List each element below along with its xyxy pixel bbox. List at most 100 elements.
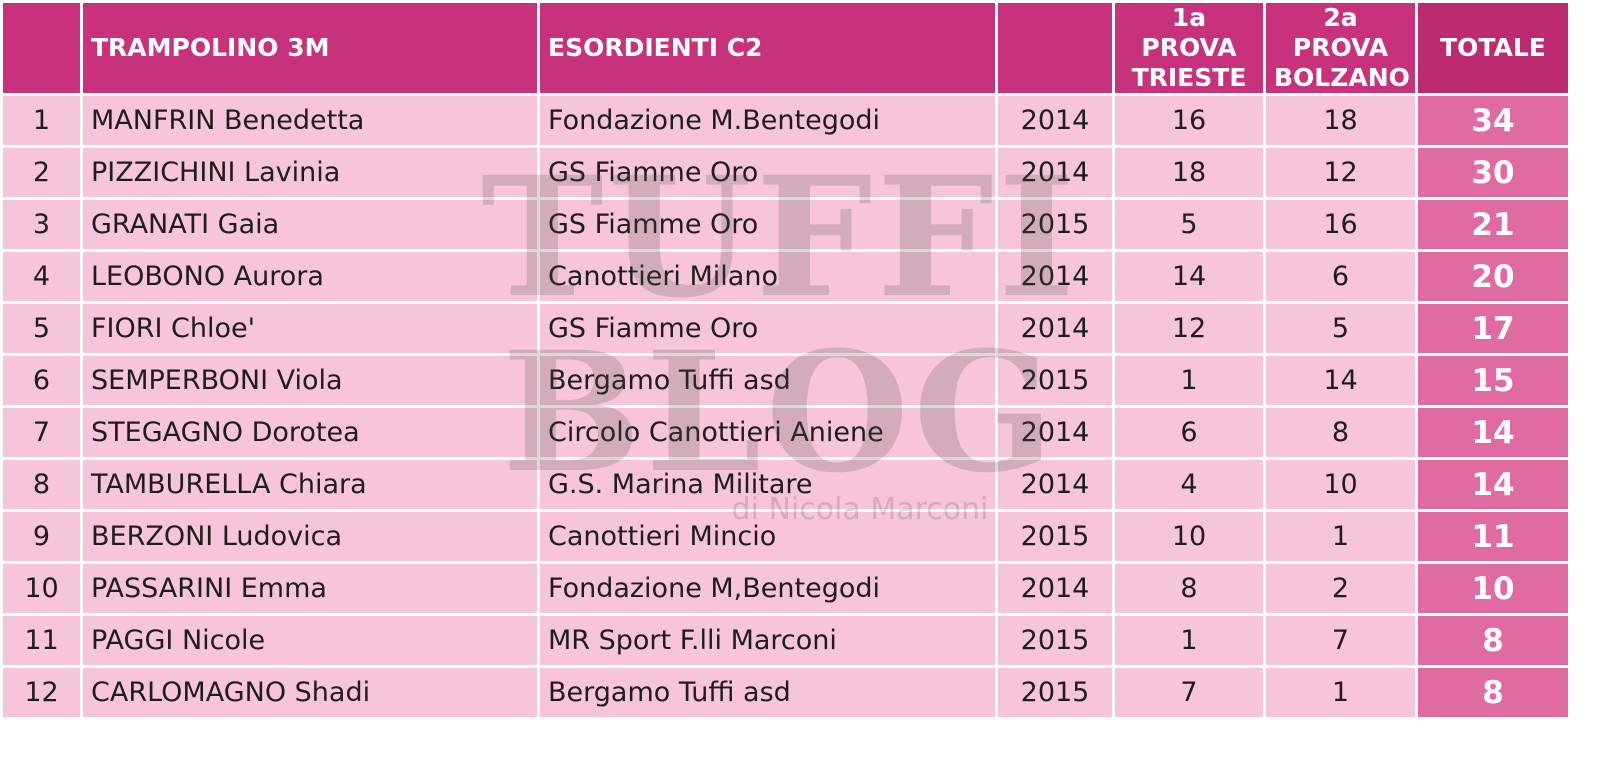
birth-year: 2014 [995, 301, 1115, 356]
athlete-name: CARLOMAGNO Shadi [80, 665, 540, 720]
club: Bergamo Tuffi asd [537, 353, 998, 408]
header-cell [995, 0, 1115, 96]
birth-year: 2014 [995, 93, 1115, 148]
rank: 8 [0, 457, 83, 512]
score-bolzano: 6 [1263, 249, 1418, 304]
score-bolzano: 16 [1263, 197, 1418, 252]
club: G.S. Marina Militare [537, 457, 998, 512]
club: Canottieri Mincio [537, 509, 998, 564]
score-trieste: 8 [1112, 561, 1266, 616]
score-trieste: 1 [1112, 613, 1266, 668]
athlete-name: GRANATI Gaia [80, 197, 540, 252]
score-bolzano: 2 [1263, 561, 1418, 616]
score-bolzano: 1 [1263, 509, 1418, 564]
total: 21 [1415, 197, 1571, 252]
athlete-name: FIORI Chloe' [80, 301, 540, 356]
athlete-name: LEOBONO Aurora [80, 249, 540, 304]
athlete-name: BERZONI Ludovica [80, 509, 540, 564]
table-row: 10 PASSARINI Emma Fondazione M,Bentegodi 20… [0, 561, 1571, 616]
birth-year: 2014 [995, 457, 1115, 512]
score-trieste: 10 [1112, 509, 1266, 564]
score-trieste: 12 [1112, 301, 1266, 356]
score-bolzano: 18 [1263, 93, 1418, 148]
total: 15 [1415, 353, 1571, 408]
rank: 5 [0, 301, 83, 356]
score-trieste: 7 [1112, 665, 1266, 720]
score-bolzano: 7 [1263, 613, 1418, 668]
athlete-name: MANFRIN Benedetta [80, 93, 540, 148]
score-trieste: 18 [1112, 145, 1266, 200]
club: GS Fiamme Oro [537, 301, 998, 356]
birth-year: 2015 [995, 665, 1115, 720]
header-cell [0, 0, 83, 96]
club: GS Fiamme Oro [537, 145, 998, 200]
birth-year: 2015 [995, 353, 1115, 408]
score-bolzano: 10 [1263, 457, 1418, 512]
score-trieste: 5 [1112, 197, 1266, 252]
rank: 3 [0, 197, 83, 252]
table-row: 3 GRANATI Gaia GS Fiamme Oro 2015 5 16 21 [0, 197, 1571, 252]
total: 10 [1415, 561, 1571, 616]
birth-year: 2015 [995, 197, 1115, 252]
club: MR Sport F.lli Marconi [537, 613, 998, 668]
score-trieste: 16 [1112, 93, 1266, 148]
table-row: 9 BERZONI Ludovica Canottieri Mincio 2015 10… [0, 509, 1571, 564]
club: Circolo Canottieri Aniene [537, 405, 998, 460]
rank: 2 [0, 145, 83, 200]
birth-year: 2014 [995, 145, 1115, 200]
score-bolzano: 1 [1263, 665, 1418, 720]
score-bolzano: 12 [1263, 145, 1418, 200]
score-bolzano: 14 [1263, 353, 1418, 408]
table-row: 2 PIZZICHINI Lavinia GS Fiamme Oro 2014 18 12… [0, 145, 1571, 200]
ranking-table: TRAMPOLINO 3M ESORDIENTI C2 1a PROVA TRI… [0, 0, 1571, 720]
birth-year: 2014 [995, 561, 1115, 616]
total: 30 [1415, 145, 1571, 200]
score-bolzano: 5 [1263, 301, 1418, 356]
header-category: ESORDIENTI C2 [537, 0, 998, 96]
rank: 10 [0, 561, 83, 616]
rank: 1 [0, 93, 83, 148]
table-row: 12 CARLOMAGNO Shadi Bergamo Tuffi asd 2015 7… [0, 665, 1571, 720]
header-title: TRAMPOLINO 3M [80, 0, 540, 96]
rank: 12 [0, 665, 83, 720]
athlete-name: STEGAGNO Dorotea [80, 405, 540, 460]
athlete-name: SEMPERBONI Viola [80, 353, 540, 408]
birth-year: 2015 [995, 613, 1115, 668]
total: 34 [1415, 93, 1571, 148]
birth-year: 2014 [995, 405, 1115, 460]
score-trieste: 1 [1112, 353, 1266, 408]
rank: 9 [0, 509, 83, 564]
athlete-name: TAMBURELLA Chiara [80, 457, 540, 512]
table-row: 5 FIORI Chloe' GS Fiamme Oro 2014 12 5 17 [0, 301, 1571, 356]
athlete-name: PASSARINI Emma [80, 561, 540, 616]
table-row: 11 PAGGI Nicole MR Sport F.lli Marconi 2015… [0, 613, 1571, 668]
score-bolzano: 8 [1263, 405, 1418, 460]
score-trieste: 4 [1112, 457, 1266, 512]
total: 8 [1415, 665, 1571, 720]
rank: 11 [0, 613, 83, 668]
table-row: 6 SEMPERBONI Viola Bergamo Tuffi asd 2015 1 1… [0, 353, 1571, 408]
table-row: 8 TAMBURELLA Chiara G.S. Marina Militare 20… [0, 457, 1571, 512]
club: Fondazione M.Bentegodi [537, 93, 998, 148]
rank: 4 [0, 249, 83, 304]
header-column: 1a PROVA TRIESTE [1112, 0, 1266, 96]
header-column: TOTALE [1415, 0, 1571, 96]
total: 8 [1415, 613, 1571, 668]
header-column: 2a PROVA BOLZANO [1263, 0, 1418, 96]
table-row: 4 LEOBONO Aurora Canottieri Milano 2014 14 6 2… [0, 249, 1571, 304]
rank: 7 [0, 405, 83, 460]
club: Bergamo Tuffi asd [537, 665, 998, 720]
total: 14 [1415, 457, 1571, 512]
score-trieste: 6 [1112, 405, 1266, 460]
table-row: 7 STEGAGNO Dorotea Circolo Canottieri Anie… [0, 405, 1571, 460]
total: 14 [1415, 405, 1571, 460]
birth-year: 2015 [995, 509, 1115, 564]
table-row: 1 MANFRIN Benedetta Fondazione M.Bentegodi… [0, 93, 1571, 148]
total: 11 [1415, 509, 1571, 564]
score-trieste: 14 [1112, 249, 1266, 304]
athlete-name: PAGGI Nicole [80, 613, 540, 668]
club: Fondazione M,Bentegodi [537, 561, 998, 616]
club: GS Fiamme Oro [537, 197, 998, 252]
total: 17 [1415, 301, 1571, 356]
